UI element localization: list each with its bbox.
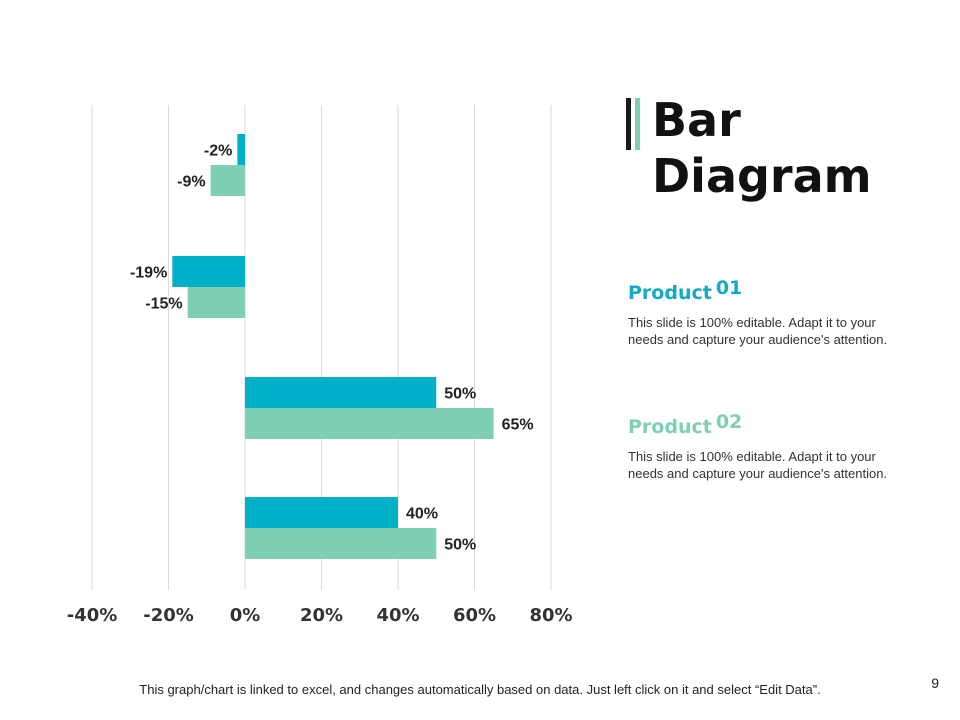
bar-series-2-group-4 [245, 528, 437, 559]
x-tick-label: 80% [529, 605, 572, 626]
bar-series-1-group-1 [237, 134, 245, 165]
x-tick-label: 0% [230, 605, 261, 626]
slide-title: Bar Diagram [626, 92, 946, 204]
product-02-block: Product 02 This slide is 100% editable. A… [628, 411, 898, 482]
data-label: 50% [444, 386, 476, 403]
bar-series-2-group-1 [210, 165, 245, 196]
product-01-name: Product [628, 282, 712, 304]
data-label: -9% [177, 174, 205, 191]
product-01-description: This slide is 100% editable. Adapt it to… [628, 315, 888, 347]
data-label: 40% [406, 506, 438, 523]
page-title: Bar Diagram [652, 92, 872, 204]
data-label: -2% [204, 143, 232, 160]
product-01-number: 01 [715, 277, 743, 299]
bar-series-1-group-4 [245, 497, 398, 528]
bar-chart: -2% -19% 50% 40% -9% -15% 65% 50% -40% -20% 0% 20%… [67, 105, 573, 626]
data-label: -19% [130, 265, 167, 282]
x-tick-label: -40% [67, 605, 118, 626]
data-label: 65% [502, 417, 534, 434]
product-01-block: Product 01 This slide is 100% editable. A… [628, 277, 898, 348]
data-labels: -2% -19% 50% 40% -9% -15% 65% 50% [130, 143, 534, 554]
x-tick-label: 60% [453, 605, 496, 626]
product-01-heading: Product 01 [628, 277, 898, 304]
bar-series-1-group-2 [172, 256, 245, 287]
product-02-name: Product [628, 416, 712, 438]
title-accent-dark [626, 98, 631, 150]
data-label: 50% [444, 537, 476, 554]
title-line-2: Diagram [652, 149, 872, 203]
x-tick-label: 40% [376, 605, 419, 626]
bars [172, 134, 494, 559]
x-axis-ticks: -40% -20% 0% 20% 40% 60% 80% [67, 605, 573, 626]
page-number: 9 [931, 675, 939, 691]
data-label: -15% [145, 296, 182, 313]
x-tick-label: -20% [143, 605, 194, 626]
bar-series-2-group-2 [187, 287, 245, 318]
product-02-heading: Product 02 [628, 411, 898, 438]
bar-series-1-group-3 [245, 377, 437, 408]
footer-note: This graph/chart is linked to excel, and… [139, 682, 821, 697]
title-accent-teal [635, 98, 640, 150]
title-line-1: Bar [652, 93, 741, 147]
bar-series-2-group-3 [245, 408, 494, 439]
x-tick-label: 20% [300, 605, 343, 626]
product-02-description: This slide is 100% editable. Adapt it to… [628, 449, 888, 481]
product-02-number: 02 [715, 411, 743, 433]
